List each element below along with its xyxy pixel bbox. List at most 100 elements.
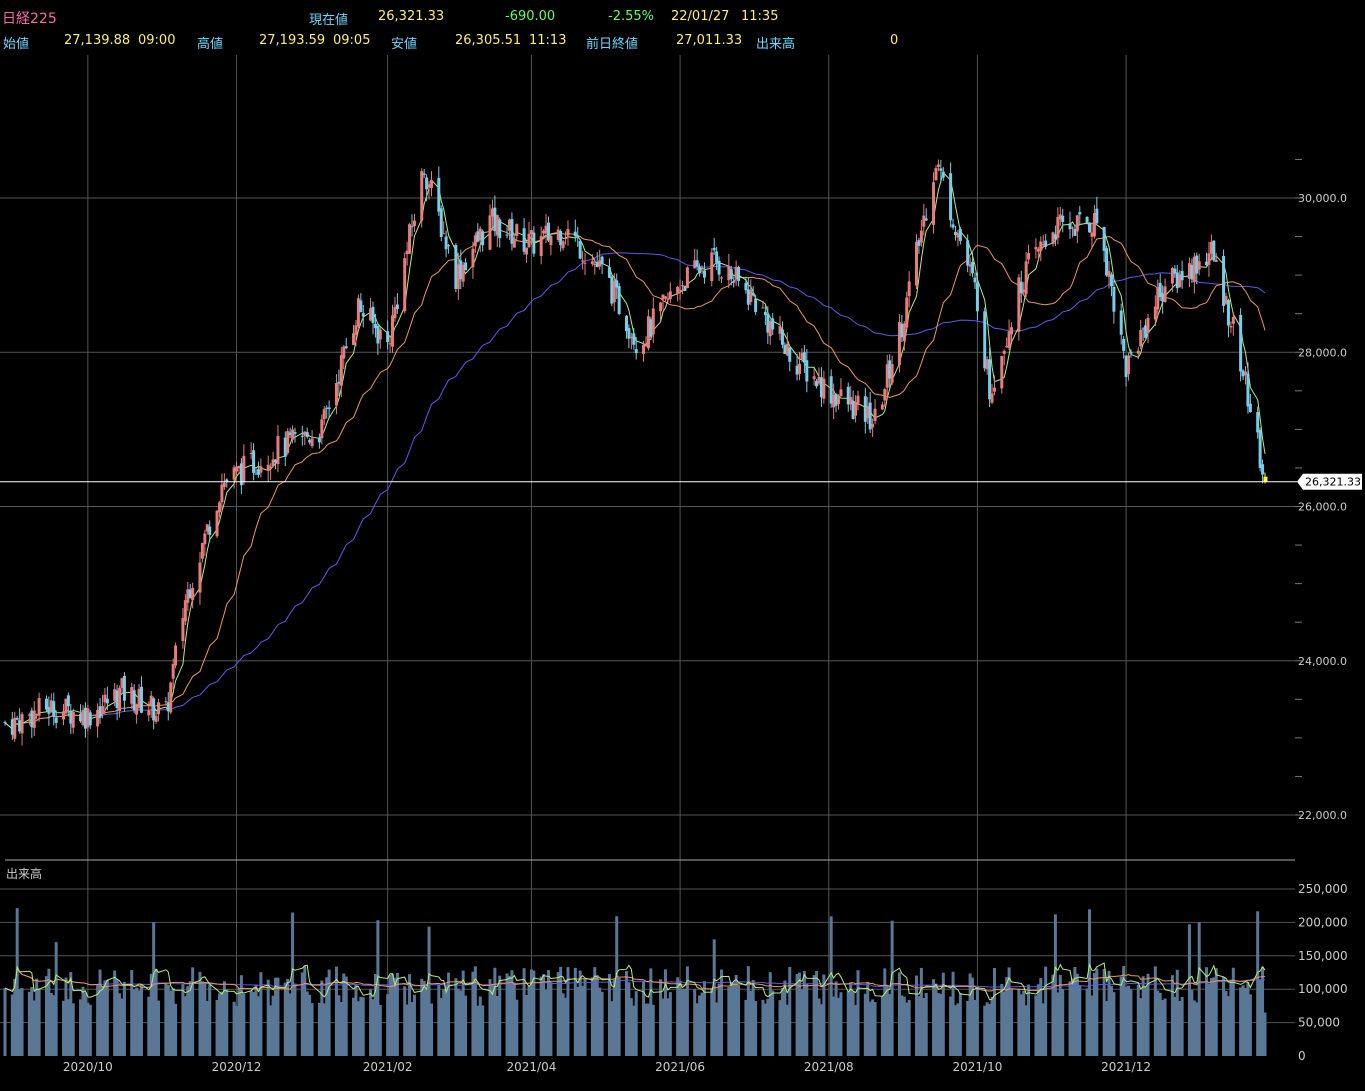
candle-body: [800, 353, 804, 360]
ma-short-line: [4, 171, 1266, 730]
candle-body: [174, 645, 178, 666]
volume-bar: [515, 999, 519, 1056]
volume-bar: [766, 998, 770, 1056]
volume-bar: [1061, 989, 1065, 1056]
volume-bar: [837, 997, 841, 1056]
volume-bar: [18, 989, 22, 1056]
candle-body: [439, 208, 443, 237]
volume-bar: [1214, 968, 1218, 1056]
candle-body: [632, 333, 636, 345]
candle-body: [305, 432, 309, 437]
candle-body: [429, 179, 433, 189]
candle-body: [266, 464, 270, 471]
volume-bar: [1041, 1003, 1045, 1056]
volume-bar: [169, 990, 173, 1056]
volume-bar: [1205, 967, 1209, 1056]
volume-bar: [1017, 989, 1021, 1056]
candle-body: [1241, 370, 1245, 377]
candle-body: [1156, 287, 1160, 310]
volume-bar: [61, 1000, 65, 1056]
candle-body: [215, 510, 219, 537]
candle-body: [610, 276, 614, 304]
candle-body: [834, 393, 838, 406]
volume-bar: [576, 986, 580, 1056]
volume-bar: [815, 971, 819, 1056]
volume-bar: [493, 967, 497, 1056]
open-time: 09:00: [138, 33, 176, 48]
candle-body: [971, 261, 975, 274]
candle-body: [968, 264, 972, 267]
volume-bar: [951, 971, 955, 1056]
candle-body: [242, 455, 246, 483]
volume-bar: [191, 967, 195, 1056]
volume-bar: [712, 939, 716, 1056]
candle-body: [527, 233, 531, 247]
candle-body: [361, 313, 365, 317]
low-time: 11:13: [529, 33, 567, 48]
candle-body: [1263, 476, 1268, 482]
volume-bar: [768, 972, 772, 1056]
volume-bar: [880, 996, 884, 1056]
volume-bar: [788, 966, 792, 1056]
last-price-tag: [1297, 473, 1362, 490]
volume-bar: [308, 994, 312, 1056]
volume-bar: [1156, 990, 1160, 1056]
candle-body: [542, 230, 546, 234]
last-price-label: 26,321.33: [1305, 476, 1361, 489]
volume-bar: [283, 982, 287, 1056]
candle-body: [1231, 316, 1235, 324]
volume-bar: [235, 1005, 239, 1056]
quote-date: 22/01/27: [671, 9, 730, 24]
volume-bar: [442, 989, 446, 1056]
volume-bar: [1092, 972, 1096, 1056]
candle-body: [505, 234, 509, 236]
candle-body: [902, 323, 906, 342]
volume-bar: [13, 978, 17, 1056]
volume-bar: [115, 979, 119, 1056]
candle-body: [35, 713, 39, 715]
volume-bar: [473, 966, 477, 1056]
candle-body: [1129, 351, 1133, 354]
volume-bar: [288, 993, 292, 1056]
volume-bar: [232, 1001, 236, 1056]
volume-bar: [1056, 992, 1060, 1056]
candle-body: [352, 333, 356, 346]
volume-bar: [710, 987, 714, 1056]
candle-body: [115, 690, 119, 709]
current-label: 現在値: [309, 13, 349, 28]
candle-body: [269, 466, 273, 468]
volume-bar: [727, 987, 731, 1056]
volume-bar: [369, 989, 373, 1056]
volume-bar: [763, 1003, 767, 1056]
candle-body: [932, 182, 936, 225]
candle-body: [444, 236, 448, 250]
volume-bar: [595, 974, 599, 1056]
candle-body: [778, 326, 782, 334]
candle-body: [186, 589, 190, 603]
volume-bar: [276, 977, 280, 1056]
candle-body: [788, 347, 792, 362]
volume-bar: [771, 990, 775, 1056]
low-value: 26,305.51: [455, 33, 522, 48]
candle-body: [856, 395, 860, 405]
volume-bar: [135, 987, 139, 1056]
volume-bar: [105, 979, 109, 1056]
prev-close-label: 前日終値: [586, 37, 639, 52]
candle-body: [325, 407, 329, 409]
volume-bar: [693, 989, 697, 1056]
volume-bar: [200, 981, 204, 1056]
candle-body: [386, 331, 390, 343]
candle-body: [1239, 314, 1243, 372]
volume-bar: [420, 978, 424, 1056]
candle-body: [334, 383, 338, 406]
volume-bar: [317, 1002, 321, 1056]
candle-body: [985, 359, 989, 370]
candle-body: [883, 389, 887, 401]
volume-bar: [624, 970, 628, 1056]
volume-bar: [846, 991, 850, 1056]
candle-body: [105, 698, 109, 704]
volume-bar: [676, 977, 680, 1056]
volume-bar: [661, 998, 665, 1056]
volume-bar: [939, 993, 943, 1056]
